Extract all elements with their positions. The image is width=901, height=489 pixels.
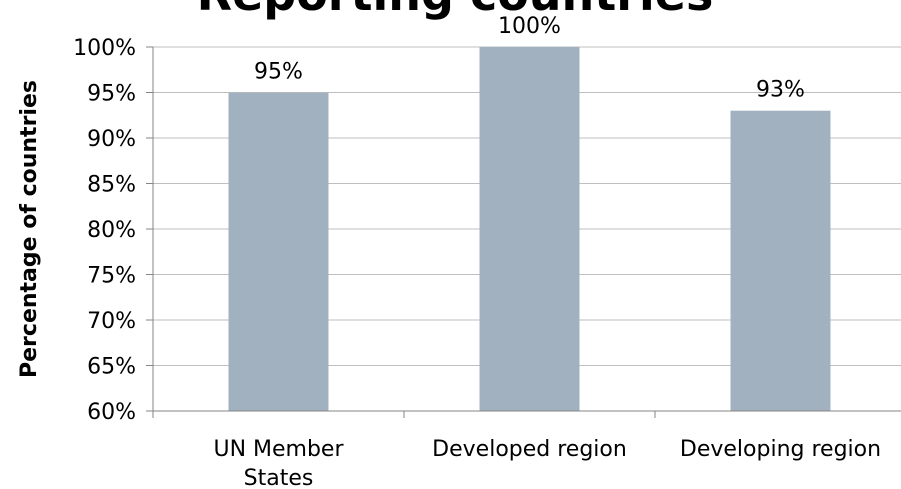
- category-label: Developed region: [432, 437, 627, 462]
- y-tick-label: 75%: [87, 264, 136, 289]
- y-tick-label: 85%: [87, 173, 136, 198]
- y-tick-labels: 60% 65% 70% 75% 80% 85% 90% 95% 100%: [73, 36, 136, 425]
- y-tick-label: 100%: [73, 36, 136, 61]
- bar: [479, 47, 580, 411]
- y-tick-label: 60%: [87, 400, 136, 425]
- category-label: Developing region: [680, 437, 881, 462]
- category-label: UN Member: [213, 437, 344, 462]
- data-labels: 95% 100% 93%: [254, 14, 805, 103]
- category-labels: UN Member States Developed region Developin…: [213, 437, 881, 489]
- y-tick-label: 70%: [87, 309, 136, 334]
- data-label: 100%: [498, 14, 561, 39]
- y-tick-label: 90%: [87, 127, 136, 152]
- chart-title: Reporting countries: [197, 0, 714, 21]
- axes: [146, 46, 901, 418]
- y-axis-title: Percentage of countries: [17, 80, 42, 378]
- category-label: States: [244, 466, 314, 489]
- bar: [228, 92, 329, 411]
- y-tick-label: 95%: [87, 82, 136, 107]
- y-tick-label: 65%: [87, 355, 136, 380]
- y-tick-label: 80%: [87, 218, 136, 243]
- data-label: 93%: [756, 78, 805, 103]
- bar: [730, 110, 831, 411]
- bars: [228, 47, 831, 411]
- data-label: 95%: [254, 60, 303, 85]
